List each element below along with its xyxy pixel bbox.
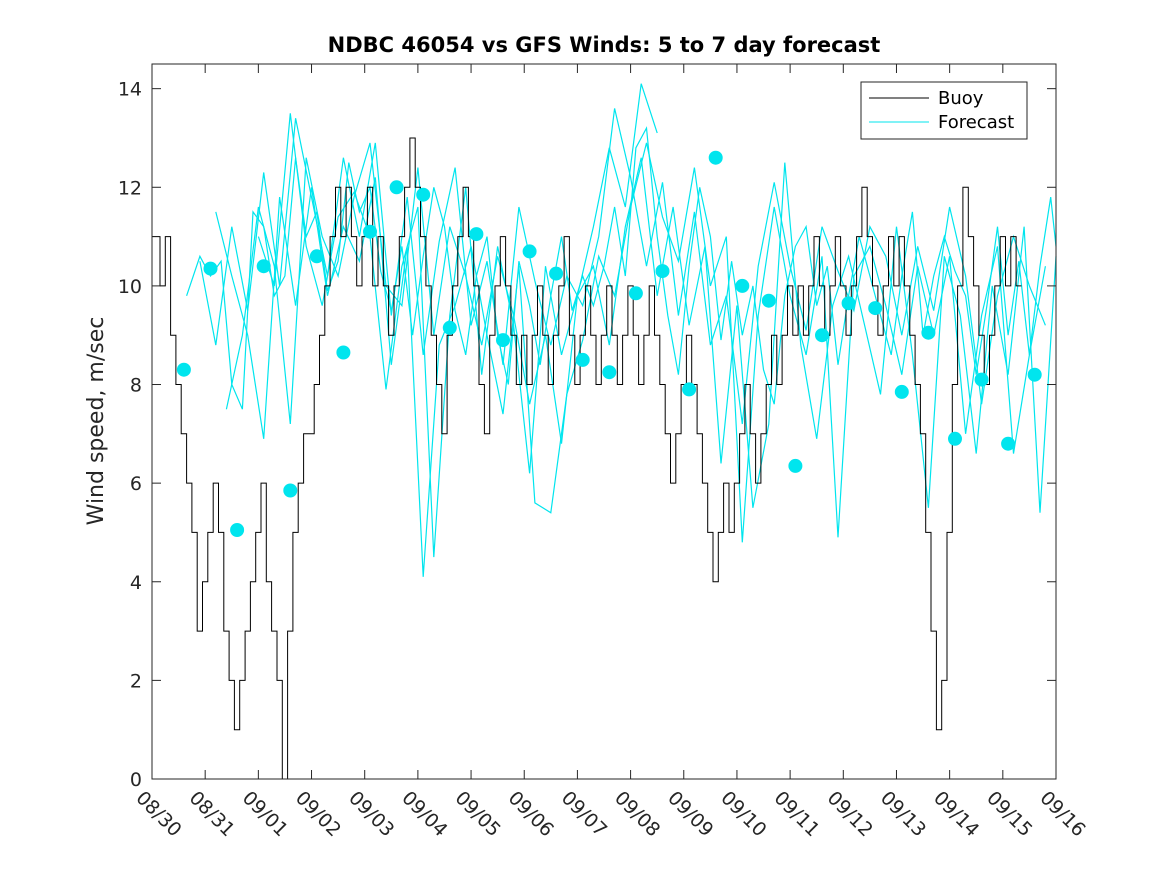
forecast-point (522, 244, 537, 259)
forecast-run-line-2 (199, 108, 1046, 425)
forecast-point (176, 362, 191, 377)
y-tick-label: 0 (130, 769, 142, 791)
forecast-point (761, 293, 776, 308)
legend-box (860, 81, 1028, 140)
forecast-point (416, 187, 431, 202)
forecast-point (628, 286, 643, 301)
forecast-point (256, 259, 271, 274)
legend-buoy-label: Buoy (938, 88, 984, 109)
forecast-point (1001, 436, 1016, 451)
legend: Buoy Forecast (860, 81, 1028, 140)
forecast-point (708, 150, 723, 165)
forecast-point (575, 352, 590, 367)
forecast-point (655, 264, 670, 279)
forecast-point (336, 345, 351, 360)
y-tick-label: 10 (118, 276, 142, 298)
forecast-point (921, 325, 936, 340)
y-axis-label: Wind speed, m/sec (84, 317, 109, 526)
forecast-point (496, 333, 510, 348)
forecast-point (203, 261, 218, 276)
y-tick-label: 4 (130, 572, 142, 594)
forecast-point (682, 382, 697, 397)
forecast-point (283, 483, 298, 498)
y-tick-label: 6 (130, 473, 142, 495)
forecast-point (815, 328, 829, 343)
forecast-point (469, 227, 484, 242)
plot-data-layer (152, 83, 1057, 780)
axes-box (151, 63, 1057, 780)
forecast-point (549, 266, 564, 281)
forecast-run-line-4 (225, 142, 1057, 513)
forecast-point (442, 320, 457, 335)
y-tick-label: 14 (118, 79, 142, 101)
forecast-point (389, 180, 404, 195)
forecast-point (230, 523, 245, 537)
plot-area (152, 64, 1056, 779)
buoy-line (152, 137, 1022, 780)
y-tick-label: 8 (130, 375, 142, 397)
y-tick-label: 12 (118, 177, 142, 199)
forecast-point (735, 278, 750, 293)
forecast-point (602, 365, 617, 380)
chart-title: NDBC 46054 vs GFS Winds: 5 to 7 day fore… (328, 33, 881, 57)
forecast-run-line-3 (215, 142, 1046, 577)
forecast-point (868, 301, 883, 316)
forecast-point (1027, 367, 1042, 382)
legend-forecast-label: Forecast (938, 112, 1014, 133)
forecast-point (894, 384, 909, 399)
forecast-point (974, 372, 989, 387)
forecast-point (363, 224, 377, 239)
forecast-point (788, 458, 803, 473)
forecast-point (948, 431, 962, 446)
forecast-point (841, 296, 856, 311)
y-tick-label: 2 (130, 670, 142, 692)
forecast-point (309, 249, 324, 264)
